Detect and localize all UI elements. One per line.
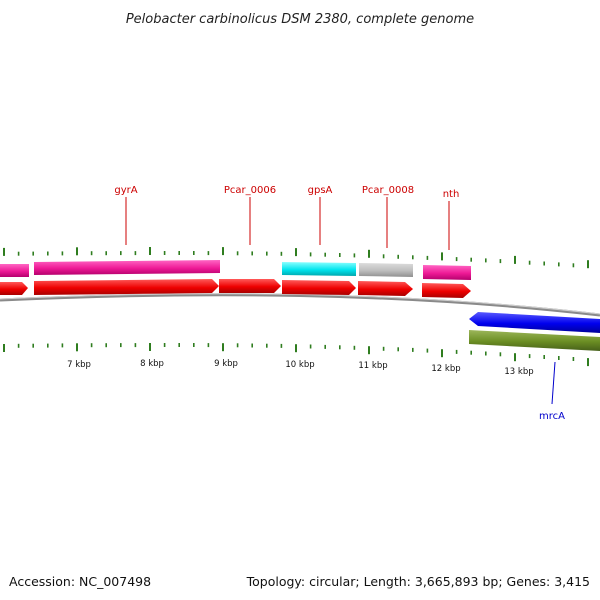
outer-tick-marks [3, 247, 589, 269]
backbone-highlight [0, 293, 600, 315]
feature-upstream-pink [0, 264, 29, 277]
genome-summary-text: Topology: circular; Length: 3,665,893 bp… [246, 574, 590, 589]
ruler-label-11kbp: 11 kbp [358, 361, 387, 371]
cds-Pcar_0008-arrow [358, 281, 413, 296]
feature-nth-pink [423, 265, 471, 280]
cds-Pcar_0006-arrow [219, 279, 281, 293]
gene-label-nth: nth [443, 189, 460, 200]
cds-mrcA-arrow [469, 312, 600, 333]
gene-label-gpsA: gpsA [308, 185, 333, 196]
backbone [0, 293, 600, 317]
feature-mrcA-olive [469, 330, 600, 351]
map-title: Pelobacter carbinolicus DSM 2380, comple… [126, 12, 474, 27]
feature-Pcar_0008-gray [359, 263, 413, 277]
gene-label-Pcar_0008: Pcar_0008 [362, 185, 414, 196]
feature-gpsA-cyan [282, 262, 356, 276]
cds-upstream-arrow [0, 282, 28, 295]
accession-text: Accession: NC_007498 [9, 574, 151, 589]
gene-label-gyrA: gyrA [114, 185, 137, 196]
cds-gyrA-arrow [34, 279, 219, 295]
leader-mrcA [551, 361, 556, 405]
inner-tick-marks [3, 343, 589, 367]
ruler-label-12kbp: 12 kbp [431, 364, 460, 374]
ruler-label-9kbp: 9 kbp [214, 359, 238, 369]
cds-gpsA-arrow [282, 280, 356, 295]
gene-label-mrcA: mrcA [539, 411, 565, 422]
feature-gyrA-pink [34, 260, 220, 275]
cds-nth-arrow [422, 283, 471, 298]
gene-label-Pcar_0006: Pcar_0006 [224, 185, 276, 196]
ruler-label-13kbp: 13 kbp [504, 367, 533, 377]
ruler-label-10kbp: 10 kbp [285, 360, 314, 370]
ruler-label-8kbp: 8 kbp [140, 359, 164, 369]
ruler-label-7kbp: 7 kbp [67, 360, 91, 370]
